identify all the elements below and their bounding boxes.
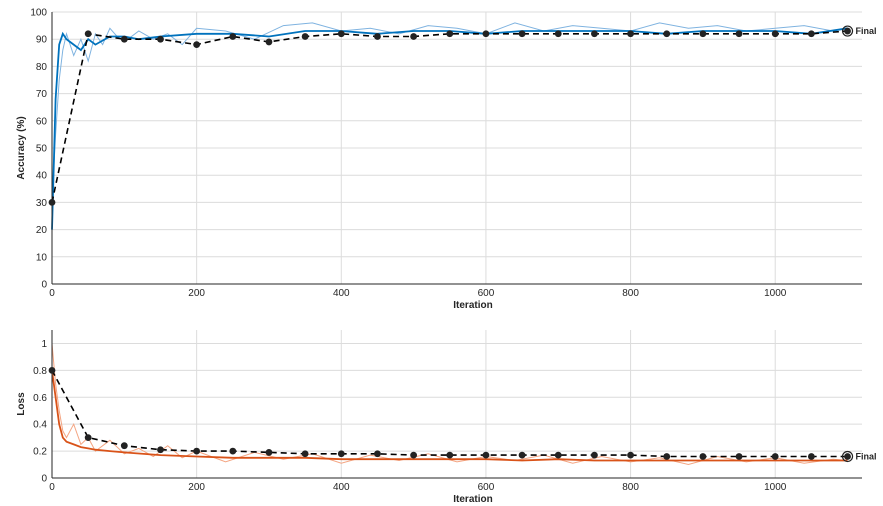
validation-point (446, 451, 454, 459)
x-tick-label: 600 (478, 482, 495, 493)
y-tick-label: 100 (30, 8, 47, 19)
validation-point (157, 446, 164, 454)
validation-point (337, 30, 345, 38)
validation-point (518, 451, 526, 459)
plot-area (52, 330, 862, 478)
x-tick-label: 200 (188, 288, 205, 299)
y-tick-label: 40 (36, 171, 48, 182)
validation-point (120, 35, 128, 43)
x-tick-label: 400 (333, 482, 350, 493)
y-tick-label: 0.2 (33, 447, 47, 458)
validation-series-line (51, 370, 848, 458)
validation-point (807, 453, 815, 460)
validation-point (193, 447, 201, 455)
y-tick-label: 20 (36, 225, 48, 236)
validation-point (771, 453, 779, 460)
validation-point (735, 453, 743, 460)
validation-point (699, 30, 707, 38)
validation-series-line (51, 30, 848, 203)
validation-point (84, 434, 92, 442)
validation-point (482, 30, 490, 38)
validation-point (410, 33, 418, 40)
y-tick-label: 50 (36, 144, 48, 155)
validation-point (518, 30, 526, 38)
x-tick-label: 1000 (764, 288, 787, 299)
final-marker (841, 450, 854, 463)
validation-point (627, 451, 634, 459)
validation-point (120, 442, 128, 450)
validation-point (663, 30, 671, 38)
x-axis-label: Iteration (453, 494, 492, 505)
x-tick-label: 1000 (764, 482, 787, 493)
validation-point (265, 449, 273, 456)
y-tick-label: 80 (36, 62, 48, 73)
y-tick-label: 30 (36, 198, 48, 209)
y-tick-label: 0.8 (33, 366, 47, 377)
validation-point (265, 38, 273, 46)
y-tick-label: 0 (41, 280, 47, 291)
y-tick-label: 10 (36, 252, 48, 263)
x-tick-label: 400 (333, 288, 350, 299)
y-tick-label: 90 (36, 35, 48, 46)
smoothed-series-line (51, 27, 848, 230)
validation-point (193, 41, 201, 49)
final-label: Final (856, 26, 877, 36)
y-axis-label: Accuracy (%) (16, 116, 27, 179)
validation-point (229, 447, 237, 455)
validation-point (374, 450, 381, 458)
validation-point (301, 33, 309, 40)
validation-point (771, 30, 779, 38)
validation-point (844, 27, 851, 35)
y-tick-label: 0.4 (33, 420, 47, 431)
validation-point (84, 30, 92, 38)
y-tick-label: 0 (41, 474, 47, 485)
validation-point (554, 451, 562, 459)
validation-point (410, 451, 418, 459)
validation-point (844, 453, 851, 460)
validation-point (301, 450, 309, 458)
y-tick-label: 70 (36, 89, 48, 100)
final-label: Final (856, 451, 877, 461)
x-tick-label: 200 (188, 482, 205, 493)
x-axis-label: Iteration (453, 300, 492, 311)
validation-point (807, 30, 815, 38)
validation-point (735, 30, 743, 38)
y-axis-label: Loss (16, 392, 27, 416)
y-tick-label: 1 (41, 339, 47, 350)
x-tick-label: 800 (622, 482, 639, 493)
validation-point (699, 453, 707, 460)
final-marker (841, 25, 854, 37)
validation-point (157, 35, 164, 43)
loss-panel: 0 0.2 0.4 0.6 0.8 1 0 200 400 600 800 1000 Final Iter… (16, 330, 877, 505)
validation-point (591, 30, 598, 38)
x-tick-label: 0 (49, 288, 55, 299)
y-tick-label: 0.6 (33, 393, 47, 404)
validation-point (374, 33, 381, 40)
y-tick-label: 60 (36, 116, 48, 127)
validation-point (337, 450, 345, 458)
validation-point (627, 30, 634, 38)
validation-point (591, 451, 598, 459)
validation-point (554, 30, 562, 38)
validation-point (229, 33, 237, 40)
validation-point (482, 451, 490, 459)
raw-series-line (51, 22, 848, 203)
validation-point (663, 453, 671, 460)
x-tick-label: 800 (622, 288, 639, 299)
x-tick-label: 0 (49, 482, 55, 493)
x-tick-label: 600 (478, 288, 495, 299)
validation-point (446, 30, 454, 38)
smoothed-series-line (51, 370, 848, 462)
